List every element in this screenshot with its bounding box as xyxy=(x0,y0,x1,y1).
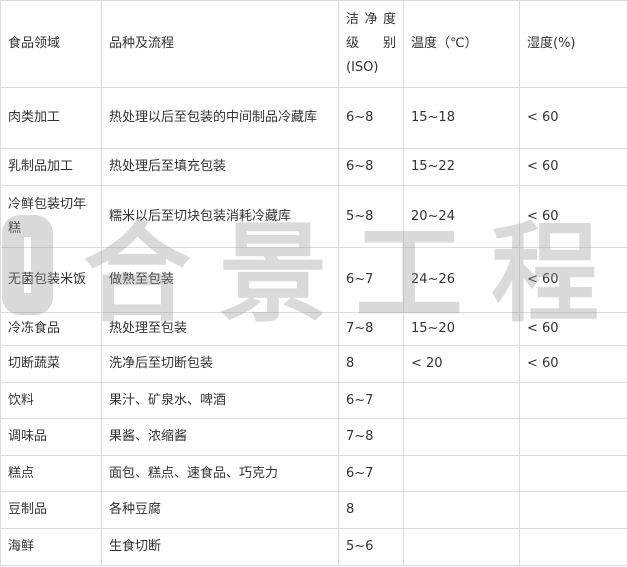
table-cell: 20~24 xyxy=(403,185,520,248)
table-cell xyxy=(403,491,520,529)
table-cell: 洗净后至切断包装 xyxy=(101,345,339,383)
table-cell: 无菌包装米饭 xyxy=(0,247,102,313)
table-cell: 15~18 xyxy=(403,87,520,149)
table-cell xyxy=(519,455,627,492)
table-cell: 豆制品 xyxy=(0,491,102,529)
table-cell: 6~7 xyxy=(338,382,404,419)
table-cell: < 60 xyxy=(519,185,627,248)
table-cell: 冷冻食品 xyxy=(0,312,102,346)
table-cell: < 60 xyxy=(519,148,627,186)
table-cell: 8 xyxy=(338,345,404,383)
table-cell xyxy=(403,418,520,456)
table-cell: 果汁、矿泉水、啤酒 xyxy=(101,382,339,419)
table-row: 调味品 果酱、浓缩酱 7~8 xyxy=(0,418,627,456)
table-cell: 热处理至包装 xyxy=(101,312,339,346)
table-row: 海鲜 生食切断 5~6 xyxy=(0,528,627,566)
table-row: 冷鲜包装切年糕 糯米以后至切块包装消耗冷藏库 5~8 20~24 < 60 xyxy=(0,185,627,248)
table-cell: 切断蔬菜 xyxy=(0,345,102,383)
table-cell: < 60 xyxy=(519,247,627,313)
table-cell: 6~7 xyxy=(338,247,404,313)
header-cell: 食品领域 xyxy=(0,0,102,88)
table-row: 糕点 面包、糕点、速食品、巧克力 6~7 xyxy=(0,455,627,492)
table-cell: < 20 xyxy=(403,345,520,383)
table-cell: 热处理以后至包装的中间制品冷藏库 xyxy=(101,87,339,149)
table-cell xyxy=(519,418,627,456)
table-cell: 面包、糕点、速食品、巧克力 xyxy=(101,455,339,492)
header-cell: 湿度(%) xyxy=(519,0,627,88)
table-cell xyxy=(403,382,520,419)
table-cell: 8 xyxy=(338,491,404,529)
table-cell: 7~8 xyxy=(338,312,404,346)
table-cell: 15~22 xyxy=(403,148,520,186)
table-cell: 冷鲜包装切年糕 xyxy=(0,185,102,248)
table-cell: 糕点 xyxy=(0,455,102,492)
table-cell: < 60 xyxy=(519,312,627,346)
table-cell: 6~8 xyxy=(338,87,404,149)
table-cell: 饮料 xyxy=(0,382,102,419)
table-row: 切断蔬菜 洗净后至切断包装 8 < 20 < 60 xyxy=(0,345,627,383)
table-cell: < 60 xyxy=(519,87,627,149)
table-cell: 6~7 xyxy=(338,455,404,492)
table-cell: 乳制品加工 xyxy=(0,148,102,186)
table-cell: 7~8 xyxy=(338,418,404,456)
table-cell: 糯米以后至切块包装消耗冷藏库 xyxy=(101,185,339,248)
table-cell: 果酱、浓缩酱 xyxy=(101,418,339,456)
table-cell: 5~6 xyxy=(338,528,404,566)
table-cell: 热处理后至填充包装 xyxy=(101,148,339,186)
table-row: 饮料 果汁、矿泉水、啤酒 6~7 xyxy=(0,382,627,419)
table-row: 冷冻食品 热处理至包装 7~8 15~20 < 60 xyxy=(0,312,627,346)
header-cell: 洁净度级别(ISO) xyxy=(338,0,404,88)
header-cell: 温度（℃） xyxy=(403,0,520,88)
header-row: 食品领域 品种及流程 洁净度级别(ISO) 温度（℃） 湿度(%) xyxy=(0,0,627,88)
table-cell: 24~26 xyxy=(403,247,520,313)
header-cell: 品种及流程 xyxy=(101,0,339,88)
table-cell: 做熟至包装 xyxy=(101,247,339,313)
table-cell: 5~8 xyxy=(338,185,404,248)
table-cell xyxy=(519,382,627,419)
table-cell: 海鲜 xyxy=(0,528,102,566)
table-row: 肉类加工 热处理以后至包装的中间制品冷藏库 6~8 15~18 < 60 xyxy=(0,87,627,149)
table-cell xyxy=(403,455,520,492)
table-cell: 15~20 xyxy=(403,312,520,346)
table-cell xyxy=(519,528,627,566)
table-cell: 各种豆腐 xyxy=(101,491,339,529)
table-cell xyxy=(403,528,520,566)
table-cell: 调味品 xyxy=(0,418,102,456)
table-row: 乳制品加工 热处理后至填充包装 6~8 15~22 < 60 xyxy=(0,148,627,186)
table-row: 无菌包装米饭 做熟至包装 6~7 24~26 < 60 xyxy=(0,247,627,313)
table-cell xyxy=(519,491,627,529)
table-cell: 6~8 xyxy=(338,148,404,186)
table-row: 豆制品 各种豆腐 8 xyxy=(0,491,627,529)
table-cell: 肉类加工 xyxy=(0,87,102,149)
table-cell: 生食切断 xyxy=(101,528,339,566)
table-cell: < 60 xyxy=(519,345,627,383)
